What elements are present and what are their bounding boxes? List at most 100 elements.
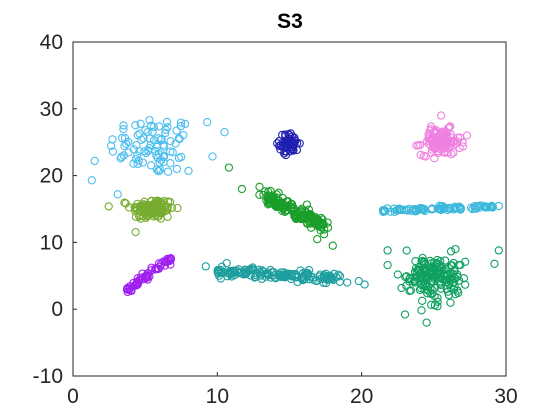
scatter-point xyxy=(150,201,159,211)
scatter-point xyxy=(397,283,406,293)
scatter-point xyxy=(121,199,130,208)
scatter-point xyxy=(439,203,448,212)
scatter-point xyxy=(454,260,464,270)
scatter-point xyxy=(437,136,446,145)
scatter-point xyxy=(449,148,458,157)
scatter-point xyxy=(296,207,306,216)
x-tick-label: 0 xyxy=(67,385,79,408)
scatter-point xyxy=(154,134,163,143)
scatter-point xyxy=(402,246,411,255)
scatter-point xyxy=(166,147,175,156)
scatter-point xyxy=(458,142,468,151)
scatter-point xyxy=(276,272,285,281)
scatter-point xyxy=(145,115,154,125)
scatter-point xyxy=(461,280,470,289)
scatter-point xyxy=(418,253,427,263)
scatter-point xyxy=(276,145,285,154)
scatter-point xyxy=(249,266,258,275)
scatter-point xyxy=(203,118,212,127)
scatter-point xyxy=(166,260,175,269)
scatter-point xyxy=(451,244,460,254)
scatter-point xyxy=(287,202,297,211)
scatter-point xyxy=(145,134,154,143)
scatter-point xyxy=(156,165,165,174)
x-tick-label: 10 xyxy=(206,385,229,408)
scatter-point xyxy=(161,128,170,138)
scatter-point xyxy=(180,119,190,129)
scatter-point xyxy=(166,254,175,263)
scatter-point xyxy=(292,145,302,155)
scatter-point xyxy=(142,273,152,282)
scatter-point xyxy=(176,122,186,131)
scatter-point xyxy=(322,274,332,284)
scatter-point xyxy=(152,151,161,160)
scatter-point xyxy=(117,133,127,143)
scatter-point xyxy=(380,206,389,215)
scatter-point xyxy=(312,218,321,227)
scatter-point xyxy=(156,209,165,218)
scatter-point xyxy=(416,272,425,282)
scatter-point xyxy=(386,207,395,216)
scatter-point xyxy=(157,134,166,144)
scatter-point xyxy=(104,202,113,211)
scatter-point xyxy=(159,142,169,151)
scatter-point xyxy=(490,259,499,268)
x-tick-label: 20 xyxy=(350,385,373,408)
scatter-point xyxy=(418,296,427,305)
scatter-point xyxy=(224,163,234,172)
scatter-point xyxy=(240,270,249,279)
scatter-point xyxy=(330,269,339,279)
scatter-point xyxy=(458,138,467,147)
scatter-point xyxy=(127,286,136,296)
scatter-point xyxy=(154,122,164,131)
scatter-point xyxy=(276,202,286,211)
scatter-point xyxy=(160,202,169,211)
scatter-point xyxy=(172,164,182,174)
scatter-point xyxy=(312,276,321,285)
y-tick-label: 20 xyxy=(40,165,63,188)
scatter-point xyxy=(417,306,426,315)
scatter-point xyxy=(335,272,345,281)
scatter-point xyxy=(414,205,423,214)
scatter-point xyxy=(165,198,175,207)
scatter-point xyxy=(90,156,99,166)
scatter-point xyxy=(462,131,472,140)
y-tick-label: 10 xyxy=(40,231,63,254)
scatter-point xyxy=(151,146,160,156)
scatter-point xyxy=(437,205,446,215)
scatter-point xyxy=(360,280,369,289)
scatter-point xyxy=(149,122,158,132)
scatter-point xyxy=(141,272,151,281)
scatter-point xyxy=(427,267,436,276)
scatter-point xyxy=(113,190,122,199)
scatter-point xyxy=(415,140,425,150)
y-axis: -10 0 10 20 30 40 xyxy=(33,31,77,388)
scatter-point xyxy=(263,268,272,277)
scatter-point xyxy=(87,176,96,185)
scatter-point xyxy=(152,165,162,174)
scatter-point xyxy=(430,127,439,137)
scatter-point xyxy=(220,128,229,137)
scatter-point xyxy=(216,274,225,283)
scatter-point xyxy=(179,130,188,140)
scatter-point xyxy=(416,283,426,293)
scatter-point xyxy=(416,150,425,159)
scatter-point xyxy=(153,264,162,273)
scatter-point xyxy=(272,201,281,211)
scatter-point xyxy=(449,278,458,287)
scatter-point xyxy=(446,247,456,256)
scatter-point xyxy=(443,287,452,296)
y-tick-label: 30 xyxy=(40,98,63,121)
scatter-point xyxy=(472,202,481,211)
scatter-point xyxy=(237,184,247,194)
scatter-point xyxy=(454,288,463,298)
scatter-point xyxy=(494,246,503,255)
scatter-point xyxy=(222,268,232,278)
scatter-point xyxy=(483,202,492,212)
scatter-point xyxy=(166,137,175,146)
y-tick-label: 40 xyxy=(40,31,63,54)
scatter-point xyxy=(447,149,456,159)
x-axis: 0 10 20 30 xyxy=(67,372,518,408)
scatter-point xyxy=(422,318,431,327)
scatter-point xyxy=(432,258,441,268)
